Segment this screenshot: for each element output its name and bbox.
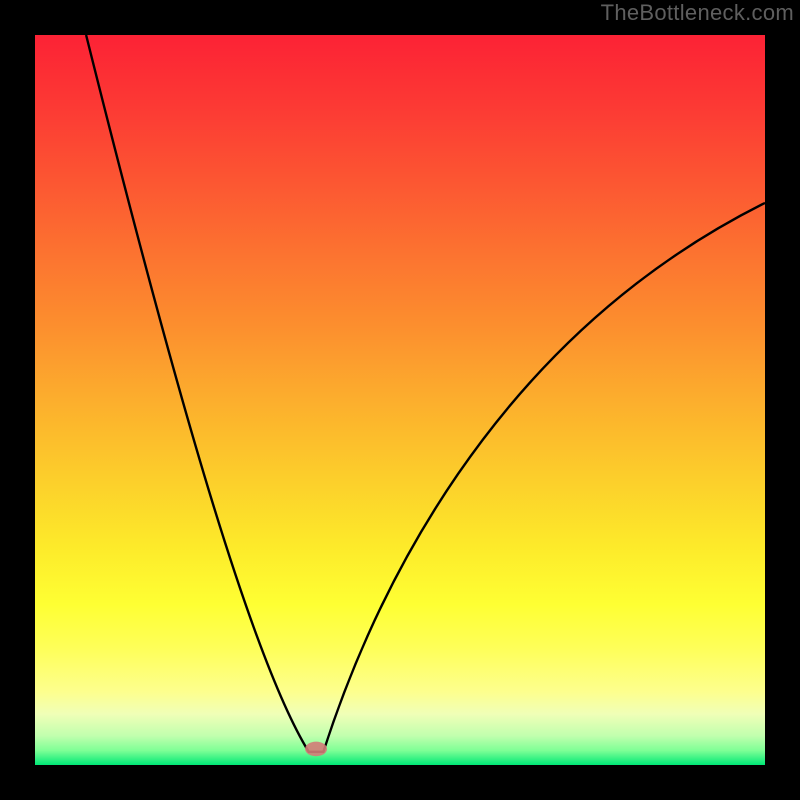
- chart-stage: TheBottleneck.com: [0, 0, 800, 800]
- plot-area: [35, 35, 765, 765]
- bottleneck-chart: [0, 0, 800, 800]
- minimum-marker: [305, 742, 327, 757]
